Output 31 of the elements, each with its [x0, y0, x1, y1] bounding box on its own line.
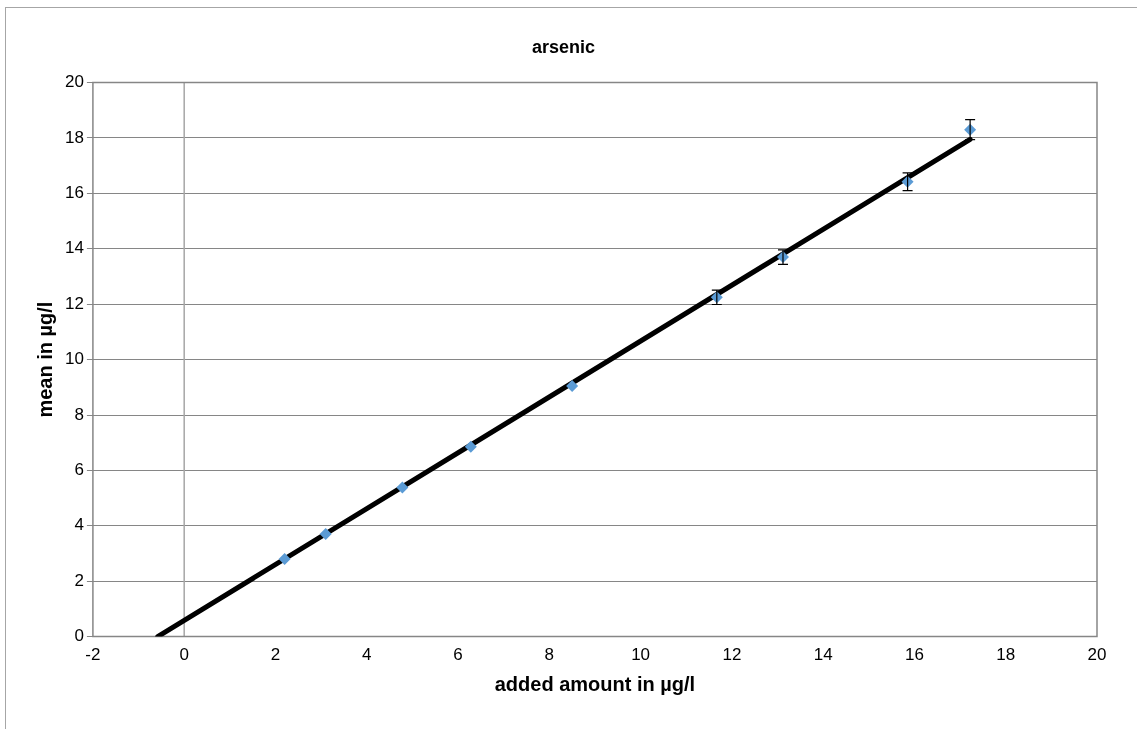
- point: [319, 528, 332, 541]
- x-tick-label: 16: [904, 645, 924, 665]
- x-tick-label: 4: [362, 645, 372, 665]
- y-tick-label: 0: [74, 626, 84, 646]
- x-tick-label: 8: [544, 645, 555, 665]
- point: [464, 440, 477, 453]
- x-tick-label: 12: [722, 645, 742, 665]
- y-tick-label: 8: [74, 404, 84, 424]
- y-axis-title: mean in µg/l: [33, 301, 56, 418]
- x-tick-label: 18: [996, 645, 1016, 665]
- y-tick-label: 18: [64, 127, 84, 147]
- y-tick-label: 20: [64, 72, 84, 92]
- y-tick-label: 12: [64, 293, 84, 313]
- x-tick-label: 6: [453, 645, 463, 665]
- x-tick-label: 2: [270, 645, 281, 665]
- x-axis-title: added amount in µg/l: [494, 672, 696, 695]
- point: [396, 481, 409, 494]
- x-tick-label: -2: [85, 645, 101, 665]
- point: [566, 379, 579, 392]
- x-tick-label: 0: [179, 645, 189, 665]
- y-tick-label: 2: [74, 570, 84, 590]
- y-tick-label: 14: [64, 238, 84, 258]
- x-tick-label: 14: [813, 645, 833, 665]
- y-tick-label: 16: [64, 183, 84, 203]
- point: [278, 553, 291, 566]
- y-tick-label: 10: [64, 349, 84, 369]
- y-tick-label: 6: [74, 460, 84, 480]
- x-tick-label: 10: [631, 645, 651, 665]
- y-tick-label: 4: [74, 515, 84, 535]
- chart-title: arsenic: [531, 36, 596, 57]
- x-tick-label: 20: [1087, 645, 1107, 665]
